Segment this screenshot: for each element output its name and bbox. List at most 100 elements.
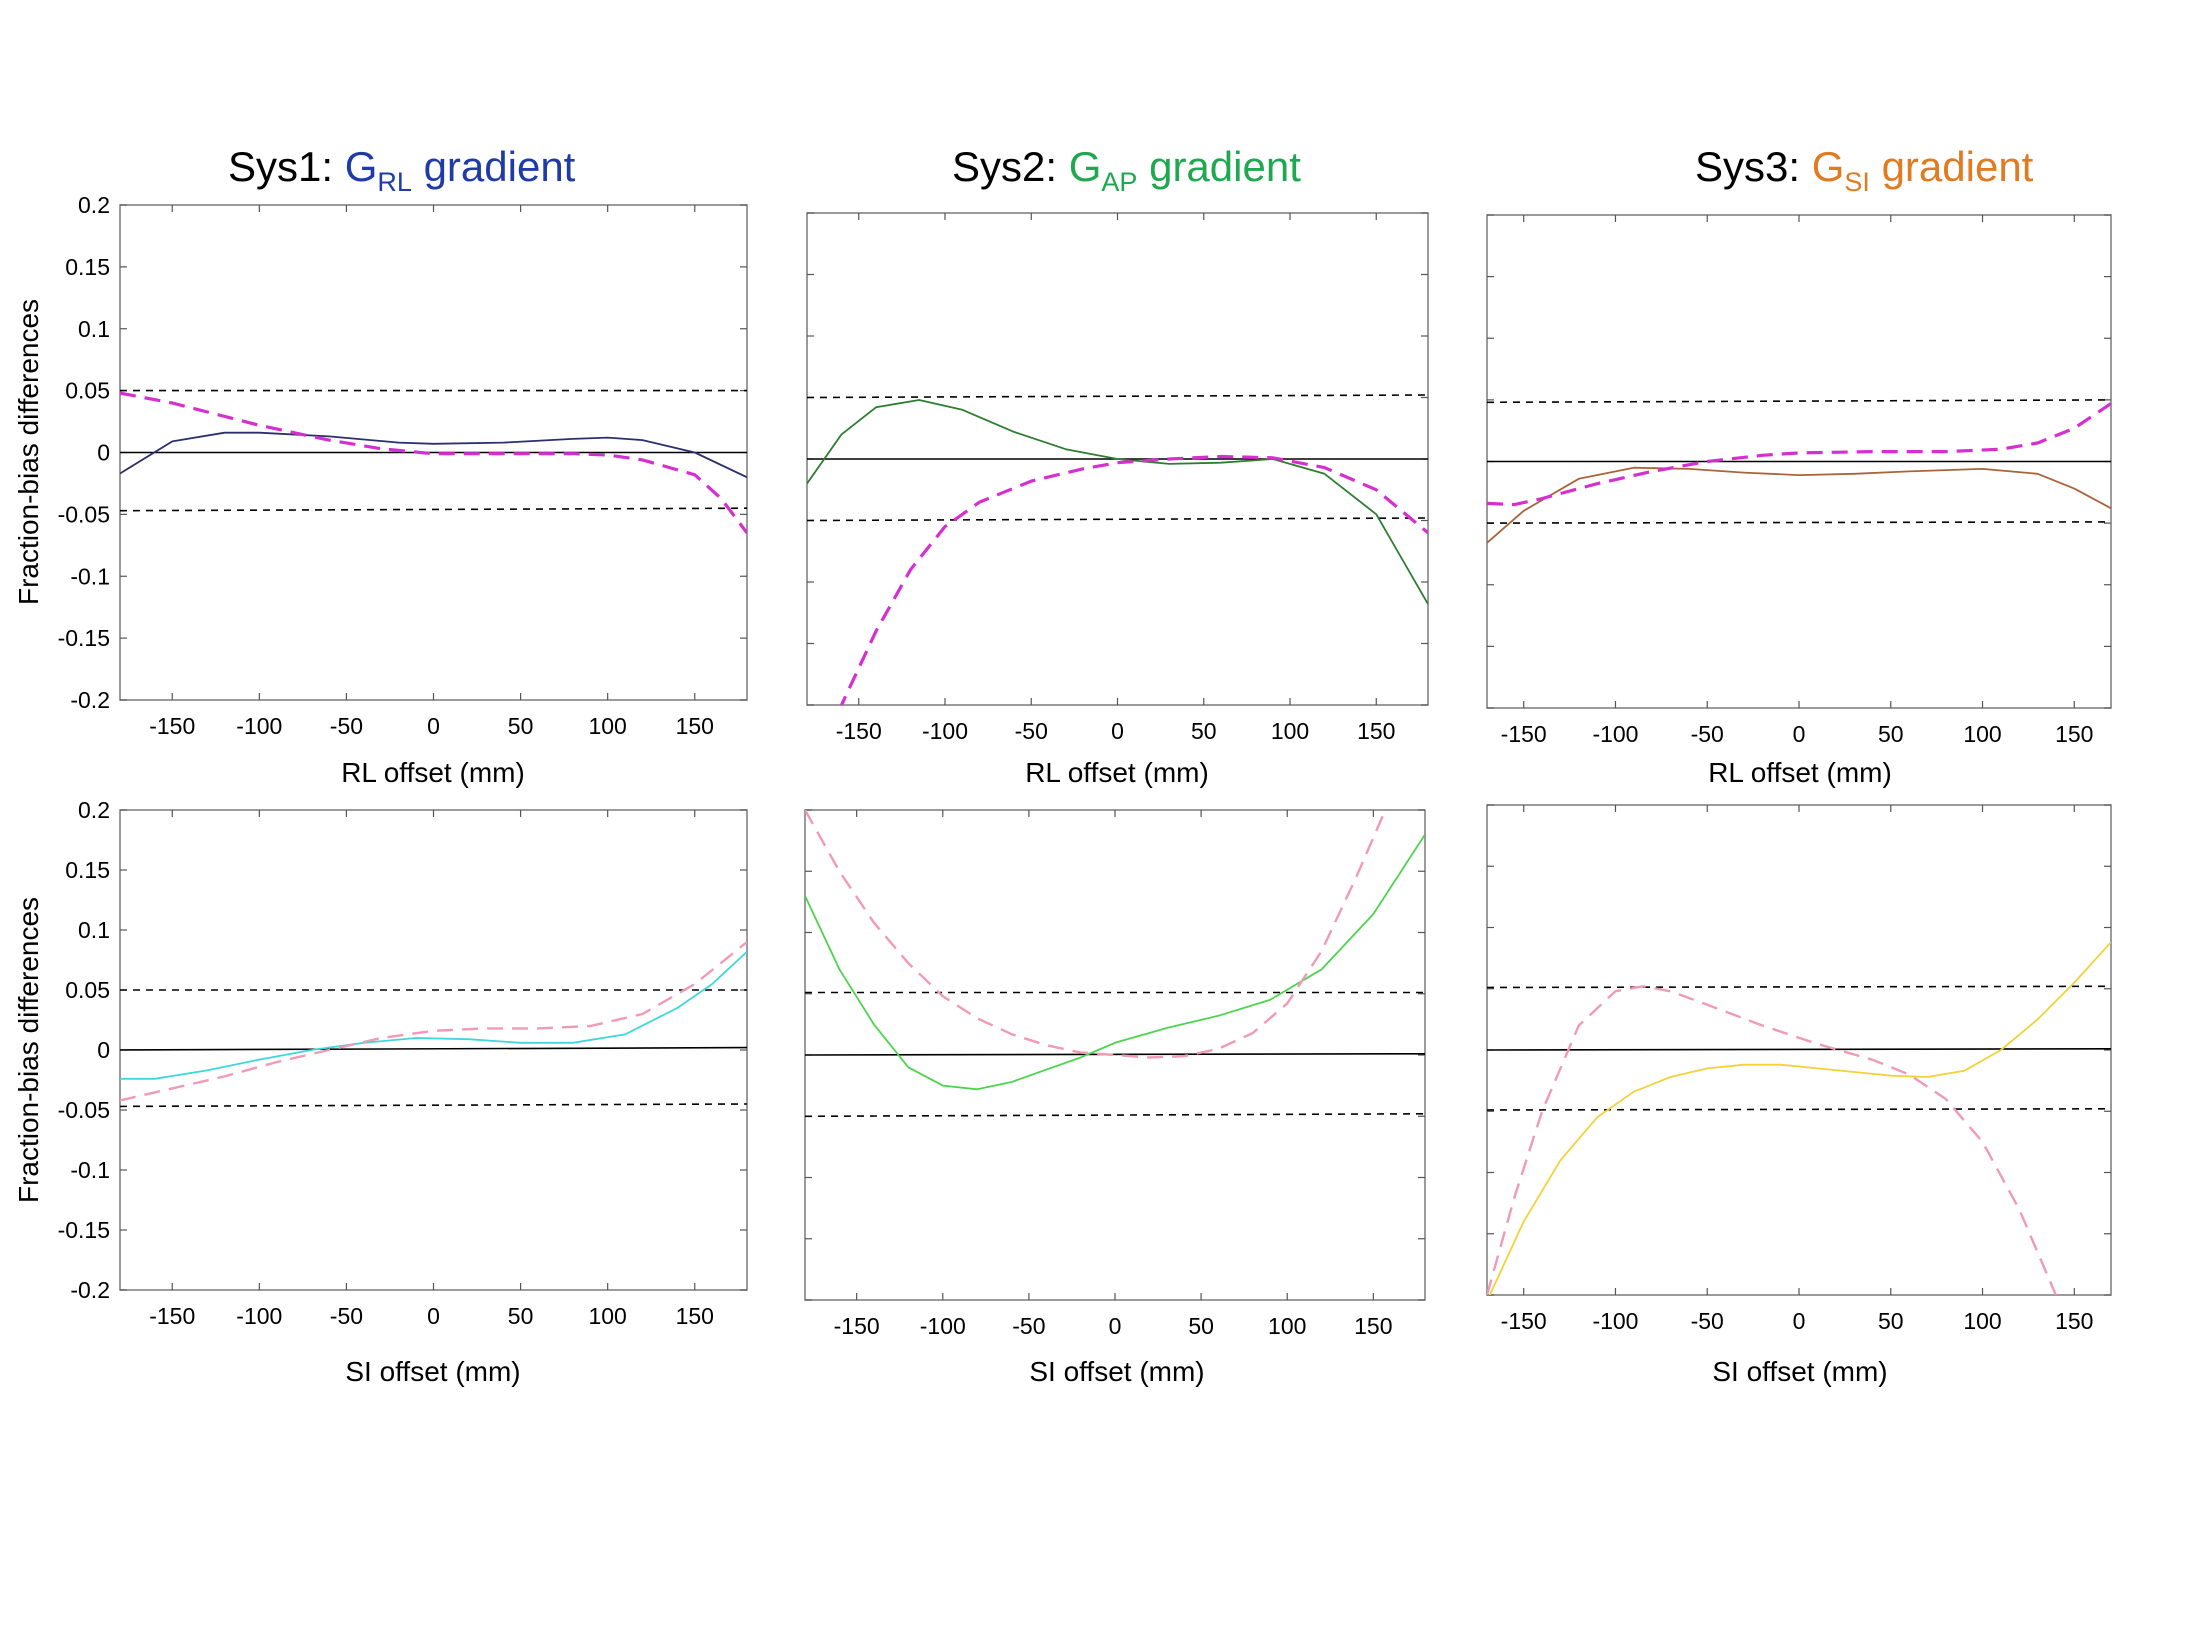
x-tick-label: -100 — [1592, 1308, 1638, 1334]
x-tick-label: -50 — [1691, 721, 1724, 747]
x-tick-label: -50 — [1012, 1313, 1045, 1339]
x-tick-label: 0 — [1109, 1313, 1122, 1339]
title-sys1: Sys1: GRL gradient — [228, 143, 575, 198]
series-line-upper-limit — [807, 394, 1428, 399]
y-axis-label: Fraction-bias differences — [13, 299, 44, 605]
series-group — [805, 810, 1425, 1118]
subplot-sys3-rl: -150 -100 -50 0 50 100 150 RL offset (mm) — [1486, 214, 2112, 788]
series-line-gradient — [807, 399, 1428, 605]
x-tick-label: 50 — [508, 713, 534, 739]
series-line-zero — [120, 1046, 747, 1051]
x-tick-label: 50 — [1878, 1308, 1904, 1334]
x-axis-label: SI offset (mm) — [1712, 1356, 1887, 1387]
y-tick-label: -0.2 — [70, 1277, 110, 1303]
x-axis-label: RL offset (mm) — [341, 757, 525, 788]
x-tick-label: -50 — [1015, 718, 1048, 744]
y-tick-label: 0.2 — [78, 797, 110, 823]
y-tick-label: -0.1 — [70, 1157, 110, 1183]
x-tick-label: -150 — [149, 1303, 195, 1329]
y-tick-label: 0 — [97, 440, 110, 466]
x-tick-label: 150 — [2055, 1308, 2093, 1334]
series-line-lower-limit — [1487, 1108, 2111, 1111]
y-axis-label: Fraction-bias differences — [13, 897, 44, 1203]
series-line-gradient — [1488, 941, 2111, 1295]
title-prefix: Sys1: — [228, 143, 345, 190]
x-tick-label: 0 — [1793, 1308, 1806, 1334]
x-tick-label: 0 — [1111, 718, 1124, 744]
x-tick-label: 50 — [508, 1303, 534, 1329]
x-tick-label: 0 — [427, 713, 440, 739]
x-tick-label: -100 — [920, 1313, 966, 1339]
series-line-reference — [1487, 985, 2058, 1295]
title-symbol: G — [344, 143, 378, 190]
title-prefix: Sys3: — [1695, 143, 1812, 190]
title-sys2: Sys2: GAP gradient — [952, 143, 1301, 198]
subplot-sys2-rl: -150 -100 -50 0 50 100 150 RL offset (mm) — [806, 212, 1429, 788]
series-line-lower-limit — [120, 507, 747, 512]
subplot-sys2-si: -150 -100 -50 0 50 100 150 SI offset (mm) — [804, 809, 1426, 1387]
series-line-reference — [839, 454, 1428, 705]
title-subscript: SI — [1844, 167, 1870, 197]
y-tick-label: -0.15 — [58, 1217, 110, 1243]
x-tick-label: 0 — [1793, 721, 1806, 747]
x-tick-label: -50 — [330, 1303, 363, 1329]
y-tick-label: 0.1 — [78, 917, 110, 943]
y-tick-label: 0 — [97, 1037, 110, 1063]
title-symbol: G — [1811, 143, 1845, 190]
title-symbol: G — [1068, 143, 1102, 190]
title-gradient-name: GSI gradient — [1811, 143, 2034, 197]
series-line-upper-limit — [1487, 399, 2111, 404]
title-subscript: AP — [1101, 167, 1138, 197]
series-line-gradient — [805, 834, 1425, 1091]
series-line-zero — [1487, 1048, 2111, 1051]
x-axis-label: SI offset (mm) — [345, 1356, 520, 1387]
x-axis-label: SI offset (mm) — [1029, 1356, 1204, 1387]
x-tick-label: 0 — [427, 1303, 440, 1329]
y-tick-label: 0.2 — [78, 192, 110, 218]
series-line-reference — [120, 941, 747, 1102]
x-tick-label: 50 — [1191, 718, 1217, 744]
series-line-upper-limit — [1487, 985, 2111, 989]
x-tick-label: 100 — [1963, 721, 2001, 747]
x-tick-label: -150 — [149, 713, 195, 739]
x-tick-label: -150 — [834, 1313, 880, 1339]
title-subscript: RL — [377, 167, 412, 197]
y-tick-label: 0.05 — [65, 977, 110, 1003]
x-axis-label: RL offset (mm) — [1708, 757, 1892, 788]
x-tick-label: 50 — [1878, 721, 1904, 747]
x-tick-label: -150 — [1501, 721, 1547, 747]
series-line-lower-limit — [1487, 521, 2111, 524]
series-line-lower-limit — [805, 1113, 1425, 1118]
title-suffix: gradient — [1869, 143, 2034, 190]
x-tick-label: -50 — [330, 713, 363, 739]
x-tick-label: 50 — [1188, 1313, 1214, 1339]
title-gradient-name: GAP gradient — [1068, 143, 1301, 197]
x-tick-label: 100 — [1963, 1308, 2001, 1334]
title-prefix: Sys2: — [952, 143, 1069, 190]
series-line-zero — [805, 1053, 1425, 1056]
series-line-gradient — [120, 431, 747, 479]
x-tick-label: -50 — [1691, 1308, 1724, 1334]
y-tick-label: 0.15 — [65, 857, 110, 883]
series-line-reference — [120, 391, 747, 534]
y-tick-label: -0.05 — [58, 1097, 110, 1123]
subplot-sys3-si: -150 -100 -50 0 50 100 150 SI offset (mm) — [1486, 804, 2112, 1387]
x-tick-label: -100 — [236, 1303, 282, 1329]
series-line-reference — [805, 810, 1387, 1059]
title-sys3: Sys3: GSI gradient — [1695, 143, 2033, 198]
x-tick-label: -100 — [1592, 721, 1638, 747]
y-tick-label: -0.2 — [70, 687, 110, 713]
title-gradient-name: GRL gradient — [344, 143, 576, 197]
x-tick-label: -100 — [236, 713, 282, 739]
title-suffix: gradient — [1137, 143, 1301, 190]
series-line-gradient — [1487, 466, 2111, 544]
x-tick-label: 100 — [588, 1303, 626, 1329]
x-tick-label: 100 — [1268, 1313, 1306, 1339]
series-line-lower-limit — [120, 1103, 747, 1108]
series-group — [1487, 399, 2111, 544]
series-line-lower-limit — [807, 517, 1428, 522]
x-tick-label: 100 — [1271, 718, 1309, 744]
y-tick-label: -0.1 — [70, 563, 110, 589]
